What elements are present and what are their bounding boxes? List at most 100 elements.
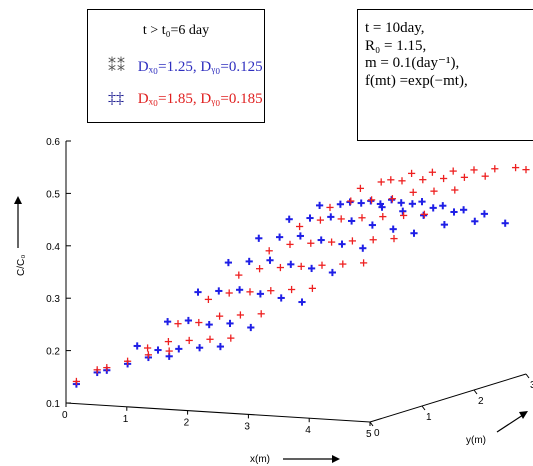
legend: t > t₀=6 day ⁑⁑ Dₓ₀=1.25, Dᵧ₀=0.125 ‡‡ D… xyxy=(87,9,265,123)
z-tick-label: 0.4 xyxy=(46,242,60,253)
series2-point xyxy=(276,263,284,272)
series1-point xyxy=(346,198,354,206)
x-tick-label: 2 xyxy=(184,418,190,429)
series1-point xyxy=(450,208,458,216)
series2-point xyxy=(103,364,111,372)
series1-point xyxy=(308,264,316,273)
z-tick-label: 0.2 xyxy=(46,347,60,358)
series2-point xyxy=(449,167,457,175)
series2-point xyxy=(296,222,304,231)
series2-point xyxy=(358,214,366,222)
series2-point xyxy=(347,197,355,205)
x-axis-line xyxy=(65,402,371,423)
series2-point xyxy=(216,312,224,320)
series2-point xyxy=(307,239,315,247)
series2-point xyxy=(256,265,264,273)
series1-point xyxy=(399,207,407,215)
series1-point xyxy=(327,213,335,221)
series2-point xyxy=(491,165,499,173)
series2-point xyxy=(388,195,396,203)
series2-point xyxy=(246,288,254,296)
legend-entry-series1: ⁑⁑ Dₓ₀=1.25, Dᵧ₀=0.125 xyxy=(108,56,263,76)
series1-point xyxy=(328,268,336,277)
series2-point xyxy=(328,238,336,246)
series1-point xyxy=(317,236,325,244)
series2-point xyxy=(398,177,406,185)
y-axis-arrowhead xyxy=(519,411,528,419)
y-tick-mark xyxy=(525,373,530,379)
series1-point xyxy=(397,199,405,207)
x-ticks: 0 1 2 3 4 5 xyxy=(62,403,372,440)
series2-point xyxy=(348,237,356,245)
series1-point xyxy=(460,206,468,214)
series2-point xyxy=(144,351,152,359)
z-axis-label: C/C₀ xyxy=(16,255,27,276)
series1-point xyxy=(418,198,426,206)
series2-point xyxy=(470,166,478,174)
series2-point xyxy=(408,169,416,177)
series1-point xyxy=(471,217,479,225)
series1-point xyxy=(306,214,314,222)
series1-point xyxy=(224,258,232,267)
series1-point xyxy=(348,217,356,225)
series1-point xyxy=(429,204,437,212)
series2-point xyxy=(206,335,214,343)
series2-point xyxy=(430,187,438,195)
param-time: t = 10day, xyxy=(365,20,425,36)
series1-point xyxy=(336,200,344,208)
series2-point xyxy=(481,172,489,180)
legend-label-series1: Dₓ₀=1.25, Dᵧ₀=0.125 xyxy=(137,59,263,75)
series2-point xyxy=(440,174,448,183)
series2-point xyxy=(288,285,296,294)
series2-point xyxy=(93,366,101,374)
series1-point xyxy=(480,210,488,218)
series2-point xyxy=(257,310,265,318)
series1-point xyxy=(298,298,306,306)
y-ticks: 0 1 2 3 xyxy=(369,373,533,439)
series2-point xyxy=(522,166,530,174)
series2-point xyxy=(360,259,368,267)
series1-point xyxy=(285,215,293,223)
series1-point xyxy=(256,290,264,298)
series2-point xyxy=(337,215,345,223)
series1-point xyxy=(420,211,428,219)
y-axis-arrow xyxy=(496,412,527,433)
series2-point xyxy=(326,203,334,212)
series1-point xyxy=(245,257,253,266)
series2-point xyxy=(377,178,385,186)
series2-point xyxy=(227,334,235,342)
series2-point xyxy=(339,260,347,268)
series2-point xyxy=(144,344,152,352)
x-axis-label: x(m) xyxy=(250,454,270,465)
series2-point xyxy=(195,318,203,327)
y-tick-mark xyxy=(421,405,426,411)
series2-point xyxy=(369,236,377,244)
y-tick-label: 0 xyxy=(374,428,380,439)
legend-label-series2: Dₓ₀=1.85, Dᵧ₀=0.185 xyxy=(137,91,263,107)
series1-point xyxy=(255,234,263,242)
series1-point xyxy=(440,221,448,229)
series1-point xyxy=(316,201,324,209)
x-tick-label: 3 xyxy=(244,421,250,432)
series1-point xyxy=(287,260,295,268)
series1-point xyxy=(439,202,447,210)
series2-point xyxy=(420,210,428,218)
series1-point xyxy=(184,316,192,325)
series2-point xyxy=(368,196,376,204)
series2-point xyxy=(265,247,273,255)
series2-point xyxy=(316,216,324,224)
legend-entry-series2: ‡‡ Dₓ₀=1.85, Dᵧ₀=0.185 xyxy=(108,90,263,108)
series2-point xyxy=(428,168,436,176)
param-fmt: f(mt) =exp(−mt), xyxy=(365,72,468,89)
legend-title: t > t₀=6 day xyxy=(142,23,210,38)
x-tick-label: 1 xyxy=(123,414,129,425)
series2-point xyxy=(185,336,193,345)
series2-point xyxy=(204,295,212,303)
series1-point xyxy=(276,233,284,241)
series1-point xyxy=(338,240,346,248)
series1-point xyxy=(367,197,375,205)
series1-point xyxy=(277,294,285,302)
x-axis-arrowhead xyxy=(332,455,340,463)
series1-point xyxy=(154,346,162,354)
x-tick-label: 0 xyxy=(62,410,68,421)
